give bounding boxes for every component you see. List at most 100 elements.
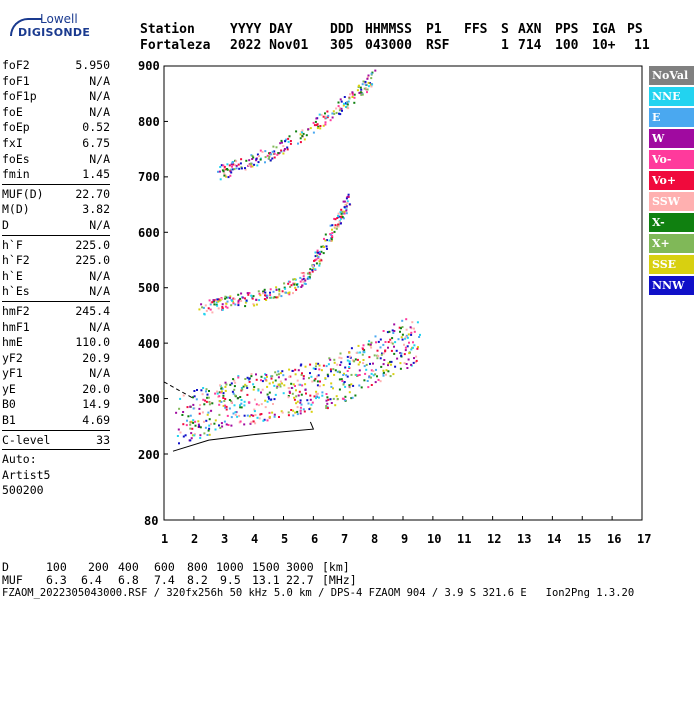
echo-point — [377, 378, 380, 381]
echo-point — [216, 298, 219, 301]
echo-point — [222, 394, 225, 397]
param-key: yE — [2, 381, 16, 396]
echo-point — [328, 239, 331, 242]
echo-point — [275, 288, 278, 291]
echo-point — [268, 157, 270, 160]
echo-point — [294, 368, 297, 371]
echo-point — [300, 286, 303, 288]
echo-point — [275, 296, 278, 299]
echo-point — [331, 232, 334, 234]
echo-point — [400, 327, 402, 330]
echo-point — [240, 167, 243, 170]
echo-point — [322, 384, 325, 387]
echo-point — [316, 249, 319, 252]
echo-point — [265, 374, 268, 376]
echo-point — [223, 420, 226, 423]
echo-point — [406, 367, 409, 369]
param-key: fxI — [2, 135, 23, 150]
param-row-fxi: fxI 6.75 — [2, 136, 110, 152]
echo-point — [195, 398, 198, 401]
echo-point — [295, 288, 298, 291]
echo-point — [304, 388, 307, 391]
echo-point — [306, 272, 309, 275]
echo-point — [332, 387, 334, 390]
echo-point — [324, 121, 327, 124]
echo-point — [358, 84, 360, 87]
echo-point — [407, 358, 410, 361]
param-value: 225.0 — [75, 237, 110, 252]
param-value: 225.0 — [75, 253, 110, 268]
echo-point — [396, 357, 399, 360]
param-value: 22.70 — [75, 186, 110, 201]
echo-point — [287, 292, 290, 295]
echo-point — [269, 296, 272, 299]
echo-point — [292, 414, 295, 417]
echo-point — [222, 404, 225, 407]
echo-point — [268, 391, 271, 394]
echo-point — [198, 407, 201, 410]
param-row-hmf1: hmF1 N/A — [2, 320, 110, 336]
echo-point — [255, 373, 257, 376]
echo-point — [331, 236, 334, 239]
echo-point — [345, 197, 348, 200]
echo-point — [362, 348, 365, 351]
echo-point — [294, 373, 297, 376]
echo-point — [220, 164, 223, 167]
echo-point — [202, 398, 205, 401]
echo-point — [395, 349, 398, 352]
divider — [2, 449, 110, 451]
echo-point — [277, 370, 280, 373]
echo-point — [374, 335, 377, 338]
echo-point — [327, 398, 330, 401]
echo-point — [244, 168, 247, 171]
echo-point — [176, 435, 179, 437]
param-key: h`E — [2, 268, 23, 283]
echo-point — [276, 385, 279, 388]
echo-point — [208, 401, 211, 403]
echo-point — [322, 124, 325, 127]
param-row-hme: hmE 110.0 — [2, 335, 110, 351]
echo-point — [238, 167, 241, 170]
x-tick-label: 7 — [341, 532, 349, 546]
echo-point — [346, 375, 349, 378]
echo-point — [314, 259, 317, 262]
echo-point — [224, 295, 227, 298]
echo-point — [212, 299, 215, 302]
echo-point — [230, 163, 233, 166]
echo-point — [178, 442, 180, 445]
echo-point — [314, 251, 317, 254]
echo-point — [193, 433, 196, 436]
echo-point — [282, 145, 285, 148]
header-label: FFS — [464, 22, 488, 37]
echo-point — [348, 366, 350, 369]
echo-point — [292, 409, 295, 412]
echo-point — [201, 306, 204, 309]
param-row-foes: foEs N/A — [2, 152, 110, 168]
echo-point — [339, 211, 342, 214]
echo-point — [385, 373, 387, 376]
muf-unit: [MHz] — [322, 573, 357, 587]
echo-point — [219, 426, 222, 429]
echo-point — [299, 399, 302, 402]
echo-point — [199, 434, 202, 437]
echo-point — [264, 150, 267, 153]
echo-point — [345, 103, 348, 106]
echo-point — [340, 100, 343, 103]
echo-point — [237, 163, 240, 166]
echo-point — [271, 150, 274, 153]
echo-point — [189, 414, 192, 417]
echo-point — [240, 292, 243, 295]
echo-point — [329, 358, 332, 361]
echo-point — [344, 395, 347, 398]
echo-point — [406, 345, 409, 348]
echo-point — [356, 358, 359, 361]
echo-point — [295, 130, 298, 133]
echo-point — [289, 285, 292, 288]
echo-point — [199, 426, 202, 429]
echo-point — [220, 387, 223, 390]
echo-point — [338, 388, 341, 391]
echo-point — [182, 394, 185, 397]
param-row-fof1: foF1 N/A — [2, 74, 110, 90]
echo-point — [345, 212, 348, 215]
echo-point — [308, 276, 311, 279]
